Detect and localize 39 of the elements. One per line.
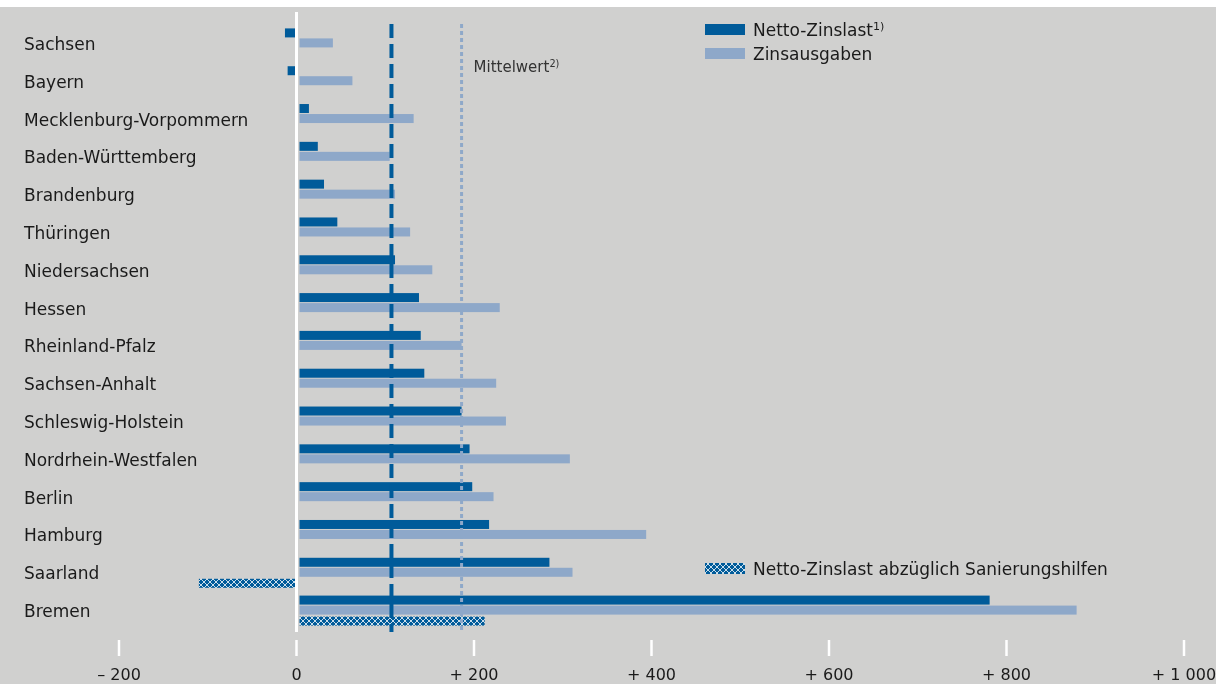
y-tick-label: Bremen xyxy=(24,601,91,622)
bar xyxy=(299,227,411,237)
x-tick-label: + 800 xyxy=(981,665,1032,684)
bar xyxy=(299,179,325,189)
bar xyxy=(299,104,309,114)
bar xyxy=(299,616,485,626)
x-tick-label: + 200 xyxy=(449,665,499,684)
x-tick-label: 0 xyxy=(291,665,302,684)
y-tick-label: Saarland xyxy=(24,563,100,584)
x-tick-label: + 600 xyxy=(804,665,854,684)
y-tick-label: Thüringen xyxy=(23,222,111,243)
x-tick-label: + 1 000 xyxy=(1151,665,1216,684)
bar xyxy=(299,114,414,124)
x-tick-label: + 400 xyxy=(626,665,677,684)
bar xyxy=(299,151,390,161)
y-tick-label: Niedersachsen xyxy=(24,260,150,281)
y-tick-label: Nordrhein-Westfalen xyxy=(24,449,198,470)
y-tick-label: Baden-Württemberg xyxy=(24,147,197,168)
y-tick-label: Brandenburg xyxy=(24,185,135,206)
bar xyxy=(299,38,333,48)
y-tick-label: Sachsen-Anhalt xyxy=(24,374,157,395)
y-tick-label: Bayern xyxy=(24,71,85,92)
y-tick-label: Berlin xyxy=(24,487,74,508)
legend-label: Zinsausgaben xyxy=(753,44,873,64)
bar xyxy=(299,76,353,86)
x-tick-label: – 200 xyxy=(97,665,141,684)
y-tick-label: Rheinland-Pfalz xyxy=(24,336,156,357)
y-tick-label: Sachsen xyxy=(24,33,96,54)
bar xyxy=(299,189,396,199)
bar xyxy=(299,217,338,227)
legend-label: Netto-Zinslast abzüglich Sanierungshilfen xyxy=(753,559,1108,579)
y-tick-label: Schleswig-Holstein xyxy=(24,412,184,433)
ref-line-label: Mittelwert$^{2)}$ xyxy=(473,57,560,76)
y-tick-label: Mecklenburg-Vorpommern xyxy=(24,109,249,130)
bar xyxy=(299,265,433,275)
bar xyxy=(299,141,318,151)
y-tick-label: Hessen xyxy=(24,298,87,319)
legend-label: Netto-Zinslast$^{1)}$ xyxy=(753,19,885,40)
y-tick-label: Hamburg xyxy=(24,525,103,546)
